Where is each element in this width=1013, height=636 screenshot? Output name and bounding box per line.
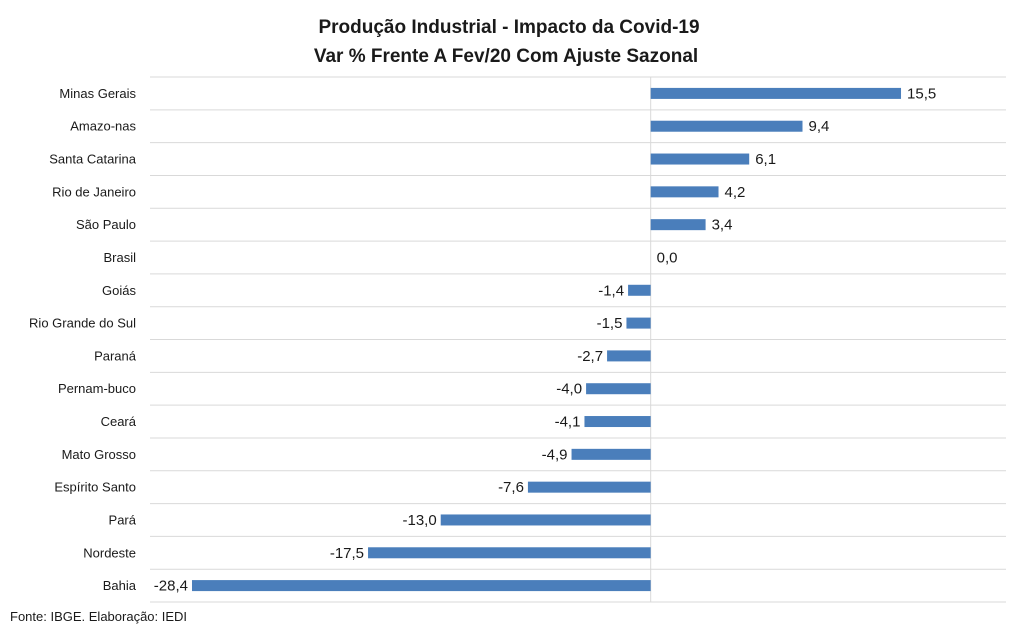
bar xyxy=(607,350,651,362)
category-label: São Paulo xyxy=(76,217,136,232)
category-label: Santa Catarina xyxy=(49,152,136,167)
bar xyxy=(440,514,651,526)
data-label: 3,4 xyxy=(712,217,733,234)
category-label: Rio de Janeiro xyxy=(52,184,136,199)
category-label: Minas Gerais xyxy=(59,86,136,101)
data-label: 6,1 xyxy=(755,151,776,168)
bar xyxy=(650,120,803,132)
category-label: Rio Grande do Sul xyxy=(29,316,136,331)
data-label: -13,0 xyxy=(403,512,437,529)
bar xyxy=(650,153,750,165)
data-label: -4,1 xyxy=(555,414,581,431)
bar xyxy=(527,481,651,493)
chart-title: Produção Industrial - Impacto da Covid-1… xyxy=(318,17,699,38)
category-label: Brasil xyxy=(103,250,136,265)
grid-layer xyxy=(150,76,1006,603)
bar-layer xyxy=(191,87,902,592)
bar xyxy=(586,383,651,395)
category-label: Goiás xyxy=(102,283,136,298)
bar xyxy=(571,448,651,460)
data-label: -2,7 xyxy=(577,348,603,365)
category-label: Nordeste xyxy=(83,545,136,560)
category-label: Espírito Santo xyxy=(54,480,136,495)
bar xyxy=(191,580,651,592)
bar xyxy=(650,87,902,99)
category-label: Bahia xyxy=(103,578,137,593)
bar xyxy=(584,416,651,428)
data-label: -4,9 xyxy=(542,446,568,463)
category-label: Paraná xyxy=(94,348,137,363)
category-label: Mato Grosso xyxy=(62,447,136,462)
data-label: 9,4 xyxy=(808,118,829,135)
data-label: 4,2 xyxy=(725,184,746,201)
category-label: Ceará xyxy=(101,414,137,429)
category-label: Pernam-buco xyxy=(58,381,136,396)
data-label: -1,4 xyxy=(598,282,624,299)
bar xyxy=(626,317,651,329)
data-label: -1,5 xyxy=(597,315,623,332)
data-label: -28,4 xyxy=(154,578,188,595)
data-label: -7,6 xyxy=(498,479,524,496)
bar xyxy=(628,284,651,296)
bar xyxy=(650,186,719,198)
source-note: Fonte: IBGE. Elaboração: IEDI xyxy=(10,609,187,624)
bar xyxy=(650,219,706,231)
category-label: Pará xyxy=(109,512,137,527)
data-label: 0,0 xyxy=(657,249,678,266)
chart-subtitle: Var % Frente A Fev/20 Com Ajuste Sazonal xyxy=(314,46,698,67)
data-label: 15,5 xyxy=(907,85,936,102)
data-label: -4,0 xyxy=(556,381,582,398)
label-layer: Minas Gerais 15,5 Amazo-nas 9,4 Santa Catari… xyxy=(29,85,936,594)
bar xyxy=(368,547,651,559)
category-label: Amazo-nas xyxy=(70,119,136,134)
data-label: -17,5 xyxy=(330,545,364,562)
